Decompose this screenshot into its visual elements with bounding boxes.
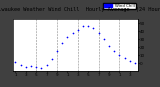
Point (123, 58, 126, 59)
Point (40, 67, 43, 69)
Legend: Wind Chill: Wind Chill (103, 3, 136, 9)
Point (134, 62, 136, 63)
Point (76, 29, 79, 30)
Point (82, 26, 84, 27)
Point (35, 66, 37, 67)
Point (71, 32, 74, 33)
Point (118, 55, 121, 56)
Point (61, 43, 64, 44)
Point (92, 27, 95, 29)
Text: Milwaukee Weather Wind Chill  Hourly Average  (24 Hours): Milwaukee Weather Wind Chill Hourly Aver… (0, 7, 160, 12)
Point (108, 45, 110, 46)
Point (56, 51, 58, 52)
Point (19, 64, 22, 66)
Point (97, 32, 100, 33)
Point (24, 67, 27, 68)
Point (14, 61, 17, 62)
Point (51, 59, 53, 60)
Point (87, 25, 89, 26)
Point (66, 36, 69, 37)
Point (45, 64, 48, 66)
Point (103, 39, 105, 40)
Point (113, 51, 116, 52)
Point (128, 60, 131, 62)
Point (30, 65, 32, 66)
